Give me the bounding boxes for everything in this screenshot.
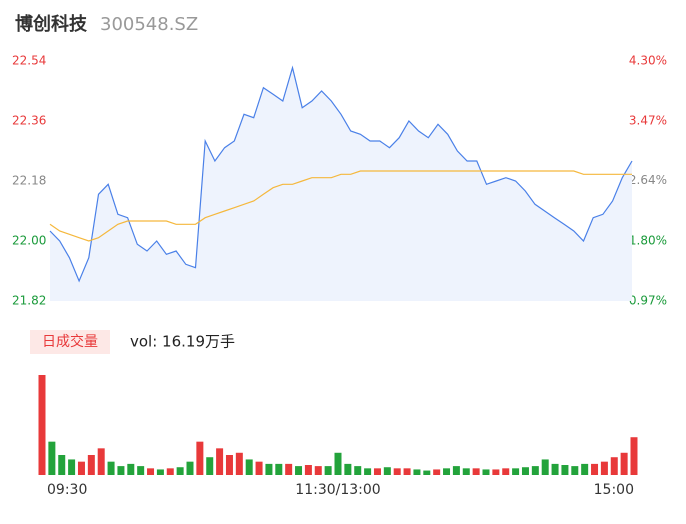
volume-bar [383,467,391,475]
y2-tick-label: 2.64% [629,173,667,187]
volume-bar [255,461,263,475]
volume-bar [97,448,105,475]
x-tick-label: 09:30 [47,482,87,498]
y2-tick-label: 1.80% [629,234,667,248]
volume-bar [68,459,76,475]
volume-bar [206,457,214,475]
volume-bar [413,469,421,475]
volume-bar [225,455,233,475]
volume-bar [87,455,95,475]
volume-bar [591,463,599,475]
volume-bar [147,468,155,475]
volume-bar [275,463,283,475]
volume-bar [571,466,579,475]
volume-bar [235,452,243,475]
x-tick-label: 11:30/13:00 [295,482,380,498]
volume-bar [462,468,470,475]
volume-bar [531,466,539,475]
volume-bar [620,452,628,475]
y-tick-label: 22.00 [12,234,46,248]
volume-bar [117,466,125,475]
y-tick-label: 22.36 [12,114,46,128]
volume-bar [107,461,115,475]
legend-box [30,330,110,354]
volume-bar [502,468,510,475]
volume-bar [512,468,520,475]
legend-label: 日成交量 [42,333,98,350]
volume-bar [551,463,559,475]
average-line [49,170,632,242]
volume-bar [581,463,589,475]
title: 博创科技 [15,13,88,35]
volume-bar [285,463,293,475]
volume-bar [156,469,164,475]
subtitle: 300548.SZ [100,14,198,35]
volume-bar [561,465,569,475]
x-tick-label: 15:00 [594,482,634,498]
volume-bar [541,459,549,475]
volume-bar [265,463,273,475]
volume-bar [166,468,174,475]
volume-bar [443,468,451,475]
y2-tick-label: 3.47% [629,113,667,127]
volume-bar [482,469,490,475]
volume-bar [423,470,431,475]
volume-bar [58,455,66,475]
volume-bar [452,466,460,475]
volume-bar [354,466,362,475]
volume-bar [373,468,381,475]
volume-bar [521,467,529,475]
y2-tick-label: 4.30% [629,54,667,68]
volume-bar [630,437,638,475]
volume-bar [610,457,618,475]
y-tick-label: 22.54 [12,54,46,68]
volume-summary: vol: 16.19万手 [130,333,235,351]
volume-bar [304,465,312,475]
volume-bar [472,468,480,475]
volume-bar [314,466,322,475]
price-line [49,65,633,283]
y-tick-label: 21.82 [12,294,46,308]
volume-bar [600,461,608,475]
volume-bar [492,469,500,475]
volume-bar [324,466,332,475]
volume-bar [77,461,85,475]
volume-bar [334,452,342,475]
volume-bar [433,469,441,475]
volume-bar [403,468,411,475]
volume-bar [137,466,145,475]
volume-bar [196,441,204,475]
volume-bar [216,448,224,475]
volume-bar [295,466,303,475]
price-area [50,67,632,301]
volume-bar [344,463,352,475]
volume-bar [176,467,184,475]
y-tick-label: 22.18 [12,174,46,188]
volume-bar [186,461,194,475]
volume-bar [364,468,372,475]
volume-bar [127,463,135,475]
volume-bar [38,375,46,475]
volume-bar [48,441,56,475]
volume-bar [393,468,401,475]
y2-tick-label: 0.97% [629,294,667,308]
volume-bar [245,459,253,475]
